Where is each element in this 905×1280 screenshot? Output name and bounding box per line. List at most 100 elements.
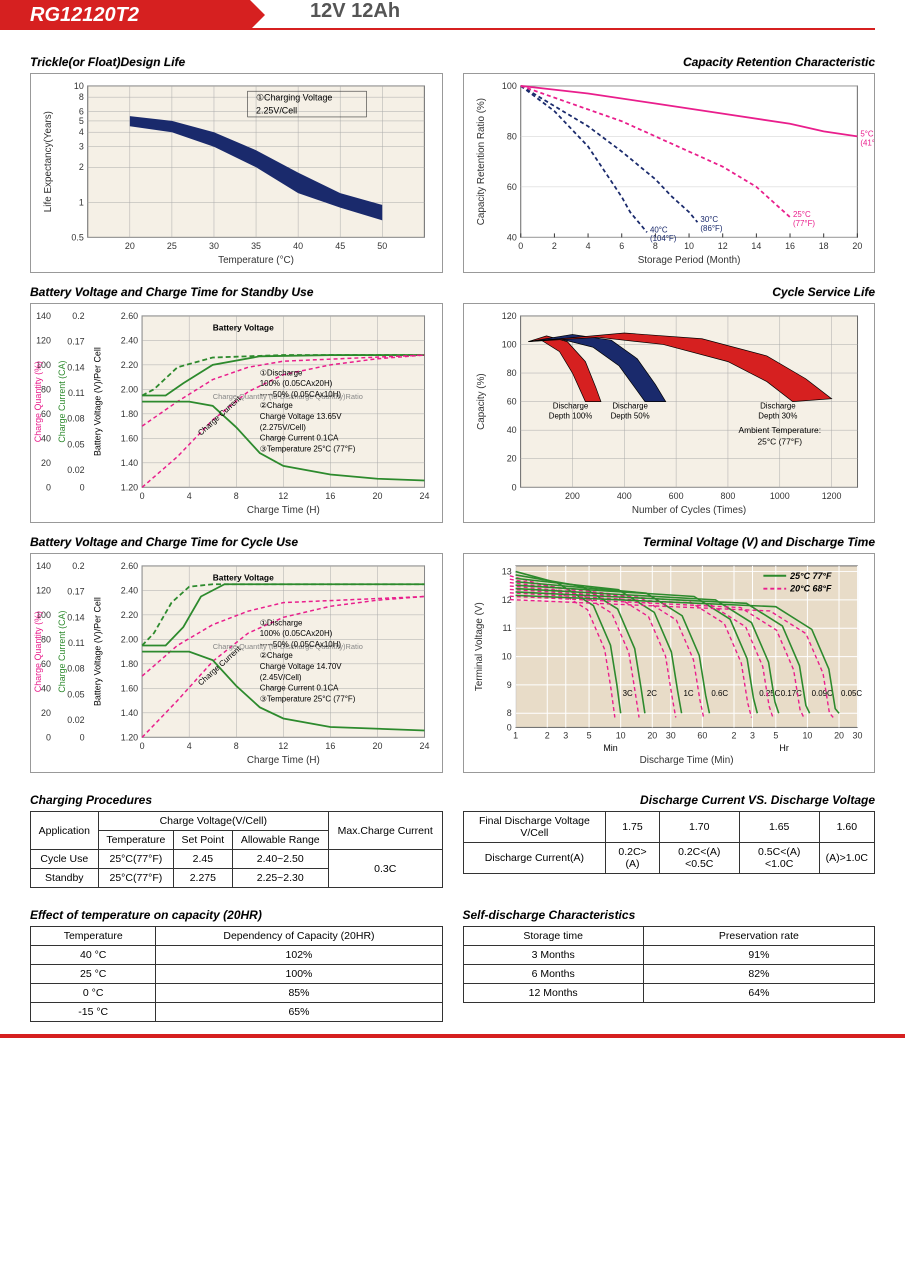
svg-text:1200: 1200: [821, 491, 841, 501]
svg-text:140: 140: [36, 311, 51, 321]
svg-text:20: 20: [852, 241, 862, 251]
svg-text:400: 400: [616, 491, 631, 501]
svg-text:0.11: 0.11: [68, 388, 85, 398]
svg-text:Charge Voltage 13.65V: Charge Voltage 13.65V: [260, 412, 342, 421]
svg-text:2.00: 2.00: [121, 634, 138, 644]
svg-text:3C: 3C: [622, 689, 632, 698]
svg-text:10: 10: [615, 730, 625, 740]
temperature-capacity-table: TemperatureDependency of Capacity (20HR)…: [30, 926, 443, 1022]
svg-text:2: 2: [544, 730, 549, 740]
svg-text:14: 14: [751, 241, 761, 251]
svg-text:-----50% (0.05CAx10H): -----50% (0.05CAx10H): [260, 640, 342, 649]
svg-text:2: 2: [79, 162, 84, 172]
svg-text:12: 12: [717, 241, 727, 251]
svg-text:20: 20: [372, 491, 382, 501]
svg-text:1.20: 1.20: [121, 482, 138, 492]
svg-text:(41°F): (41°F): [860, 138, 874, 147]
svg-text:12: 12: [278, 741, 288, 751]
svg-text:②Charge: ②Charge: [260, 651, 294, 660]
svg-text:2.20: 2.20: [121, 610, 138, 620]
svg-text:Battery Voltage: Battery Voltage: [213, 323, 274, 333]
svg-text:0.14: 0.14: [67, 362, 84, 372]
svg-text:0: 0: [518, 241, 523, 251]
svg-text:40: 40: [506, 232, 516, 242]
chart6: 08910111213123510203060235102030MinHr3C2…: [463, 553, 876, 773]
svg-text:6: 6: [619, 241, 624, 251]
svg-text:0: 0: [506, 722, 511, 732]
chart1: 0.512345681020253035404550①Charging Volt…: [30, 73, 443, 273]
svg-text:0.05: 0.05: [67, 689, 84, 699]
svg-text:100% (0.05CAx20H): 100% (0.05CAx20H): [260, 629, 333, 638]
svg-text:80: 80: [506, 368, 516, 378]
svg-text:80: 80: [506, 131, 516, 141]
svg-text:Battery Voltage (V)/Per Cell: Battery Voltage (V)/Per Cell: [92, 597, 102, 706]
svg-text:25: 25: [167, 241, 177, 251]
svg-text:0.17: 0.17: [67, 587, 84, 597]
svg-text:20°C 68°F: 20°C 68°F: [789, 584, 832, 594]
svg-text:0.09C: 0.09C: [811, 689, 832, 698]
svg-text:8: 8: [234, 741, 239, 751]
svg-text:20: 20: [506, 454, 516, 464]
svg-text:2.60: 2.60: [121, 311, 138, 321]
svg-text:2C: 2C: [646, 689, 656, 698]
svg-text:Battery Voltage: Battery Voltage: [213, 573, 274, 583]
self-discharge-table: Storage timePreservation rate3 Months91%…: [463, 926, 876, 1003]
chart2-title: Capacity Retention Characteristic: [463, 55, 876, 69]
svg-text:Charge Time (H): Charge Time (H): [247, 755, 320, 766]
table1-title: Charging Procedures: [30, 793, 443, 807]
svg-text:Charge Time (H): Charge Time (H): [247, 505, 320, 516]
svg-text:①Charging Voltage: ①Charging Voltage: [256, 92, 332, 102]
svg-text:60: 60: [697, 730, 707, 740]
svg-text:4: 4: [585, 241, 590, 251]
svg-text:(2.275V/Cell): (2.275V/Cell): [260, 423, 307, 432]
svg-text:0: 0: [80, 482, 85, 492]
svg-text:1.40: 1.40: [121, 708, 138, 718]
svg-text:①Discharge: ①Discharge: [260, 618, 303, 627]
svg-text:30: 30: [665, 730, 675, 740]
chart3: 0481216202402040608010012014000.020.050.…: [30, 303, 443, 523]
svg-text:18: 18: [818, 241, 828, 251]
svg-text:1.40: 1.40: [121, 458, 138, 468]
svg-text:10: 10: [684, 241, 694, 251]
svg-text:35: 35: [251, 241, 261, 251]
svg-text:20: 20: [125, 241, 135, 251]
svg-text:20: 20: [41, 458, 51, 468]
svg-text:2.20: 2.20: [121, 360, 138, 370]
svg-text:30: 30: [209, 241, 219, 251]
svg-text:0.2: 0.2: [72, 311, 84, 321]
svg-text:13: 13: [501, 567, 511, 577]
svg-text:Capacity Retention Ratio (%): Capacity Retention Ratio (%): [476, 98, 487, 225]
svg-text:Ambient Temperature:: Ambient Temperature:: [738, 425, 821, 435]
svg-text:2.40: 2.40: [121, 585, 138, 595]
svg-text:(77°F): (77°F): [793, 219, 815, 228]
svg-text:20: 20: [41, 708, 51, 718]
svg-text:2: 2: [551, 241, 556, 251]
svg-text:800: 800: [720, 491, 735, 501]
svg-text:10: 10: [74, 81, 84, 91]
chart5: 0481216202402040608010012014000.020.050.…: [30, 553, 443, 773]
svg-text:3: 3: [79, 142, 84, 152]
svg-text:0.2: 0.2: [72, 561, 84, 571]
svg-text:0: 0: [140, 491, 145, 501]
svg-text:0.14: 0.14: [67, 612, 84, 622]
svg-text:120: 120: [501, 311, 516, 321]
svg-text:0: 0: [46, 732, 51, 742]
table2-title: Discharge Current VS. Discharge Voltage: [463, 793, 876, 807]
svg-text:Charge Current 0.1CA: Charge Current 0.1CA: [260, 684, 339, 693]
svg-text:25°C 77°F: 25°C 77°F: [789, 571, 832, 581]
svg-text:0.02: 0.02: [67, 715, 84, 725]
svg-text:Temperature (°C): Temperature (°C): [218, 255, 294, 266]
svg-text:0.17C: 0.17C: [780, 689, 801, 698]
svg-text:0.05: 0.05: [67, 439, 84, 449]
svg-text:50: 50: [377, 241, 387, 251]
svg-text:4: 4: [187, 491, 192, 501]
svg-text:5: 5: [773, 730, 778, 740]
chart3-title: Battery Voltage and Charge Time for Stan…: [30, 285, 443, 299]
svg-text:0.08: 0.08: [67, 664, 84, 674]
svg-text:1.20: 1.20: [121, 732, 138, 742]
charging-procedures-table: ApplicationCharge Voltage(V/Cell)Max.Cha…: [30, 811, 443, 888]
svg-text:100: 100: [501, 81, 516, 91]
svg-text:10: 10: [802, 730, 812, 740]
svg-text:6: 6: [79, 107, 84, 117]
table3-title: Effect of temperature on capacity (20HR): [30, 908, 443, 922]
